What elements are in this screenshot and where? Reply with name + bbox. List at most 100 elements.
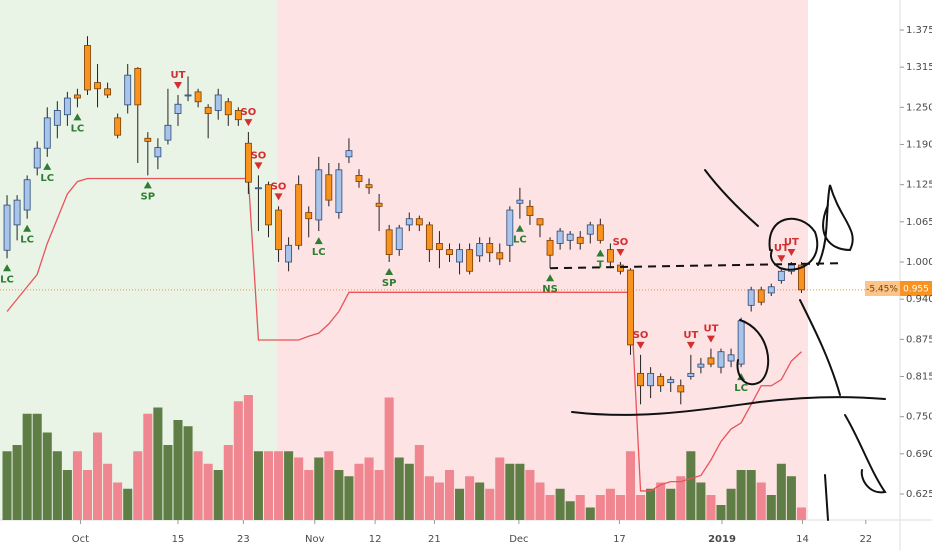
signal-marker: [43, 162, 52, 170]
volume-bar: [656, 482, 666, 520]
volume-bar: [615, 495, 625, 520]
candle-body: [596, 224, 604, 241]
candle-body: [687, 372, 695, 377]
candle-body: [576, 236, 584, 244]
signal-label: LC: [20, 235, 34, 246]
candle-body: [244, 142, 252, 183]
candle-body: [516, 199, 524, 204]
candle-body: [425, 224, 433, 251]
candle-body: [586, 224, 594, 235]
signal-marker: [787, 249, 796, 257]
volume-bar: [263, 451, 274, 520]
candle-body: [415, 218, 423, 226]
candle-body: [184, 94, 192, 97]
signal-marker: [143, 181, 152, 189]
volume-bar: [515, 463, 525, 520]
volume-bar: [535, 482, 545, 520]
candle-body: [13, 199, 21, 226]
volume-bar: [243, 395, 253, 520]
candle-body: [204, 106, 212, 114]
volume-bar: [595, 495, 605, 520]
volume-bar: [2, 451, 12, 520]
signal-marker: [777, 255, 786, 263]
candle-body: [707, 357, 715, 365]
candle-body: [385, 229, 393, 255]
scribble: [817, 184, 854, 266]
candle-body: [305, 212, 313, 220]
signal-marker: [274, 193, 283, 201]
volume-bar: [253, 451, 263, 520]
candle-body: [617, 264, 624, 272]
change-badge: [865, 281, 900, 296]
volume-bar: [646, 488, 656, 520]
volume-bar: [324, 451, 334, 520]
volume-bar: [465, 476, 475, 520]
candle-body: [798, 264, 805, 291]
candle-body: [275, 209, 282, 251]
volume-bar: [575, 495, 585, 520]
candle-body: [365, 184, 373, 189]
signal-label: LC: [734, 383, 748, 394]
volume-bar: [424, 476, 434, 520]
signal-marker: [3, 264, 12, 272]
volume-bar: [636, 495, 646, 520]
y-tick-label: 1.315: [906, 62, 932, 73]
signal-label: SP: [382, 278, 397, 289]
x-tick-label: 14: [796, 534, 809, 545]
candle-body: [777, 270, 785, 281]
signal-label: UT: [774, 243, 789, 254]
volume-bar: [455, 488, 465, 520]
volume-bar: [183, 426, 193, 520]
volume-bar: [585, 507, 595, 520]
signal-marker: [73, 113, 82, 121]
volume-bar: [133, 451, 143, 520]
candle-body: [456, 249, 463, 263]
candle-body: [74, 94, 81, 99]
volume-bar: [625, 451, 636, 520]
bearish-zone: [277, 0, 808, 520]
candle-body: [345, 150, 353, 158]
volume-bar: [565, 501, 575, 520]
candle-body: [23, 179, 31, 211]
candle-body: [285, 244, 293, 263]
volume-bar: [62, 470, 72, 520]
y-tick-label: 0.625: [906, 489, 932, 500]
volume-bar: [444, 470, 455, 520]
signal-marker: [515, 224, 524, 232]
volume-bar: [605, 488, 615, 520]
volume-bar: [233, 401, 243, 520]
candle-body: [43, 117, 51, 149]
volume-bar: [82, 470, 93, 520]
volume-bar: [203, 463, 213, 520]
volume-bar: [354, 463, 364, 520]
volume-bar: [274, 451, 284, 520]
volume-bar: [32, 413, 42, 520]
candle-body: [506, 209, 514, 246]
candle-body: [757, 289, 765, 303]
x-tick-label: 17: [613, 534, 626, 545]
volume-bar: [163, 445, 173, 520]
y-tick-label: 0.690: [906, 449, 932, 460]
y-tick-label: 1.190: [906, 139, 932, 150]
candle-body: [375, 202, 383, 207]
candle-body: [566, 233, 574, 241]
volume-bar: [404, 463, 414, 520]
candle-body: [63, 97, 71, 116]
change-label: -5.45%: [866, 285, 898, 295]
candle-body: [556, 230, 564, 244]
signal-label: UT: [171, 70, 186, 81]
volume-bar: [786, 476, 796, 520]
candle-body: [405, 218, 413, 226]
signal-marker: [244, 119, 253, 127]
x-tick-label: Nov: [305, 534, 325, 545]
candle-body: [335, 169, 343, 213]
x-tick-label: Oct: [72, 534, 89, 545]
candle-body: [164, 124, 172, 141]
signal-label: LC: [312, 247, 326, 258]
candle-body: [717, 351, 725, 368]
y-tick-label: 1.250: [906, 102, 932, 113]
candle-body: [526, 205, 534, 217]
signal-label: SP: [141, 191, 156, 202]
signal-label: LC: [513, 235, 527, 246]
